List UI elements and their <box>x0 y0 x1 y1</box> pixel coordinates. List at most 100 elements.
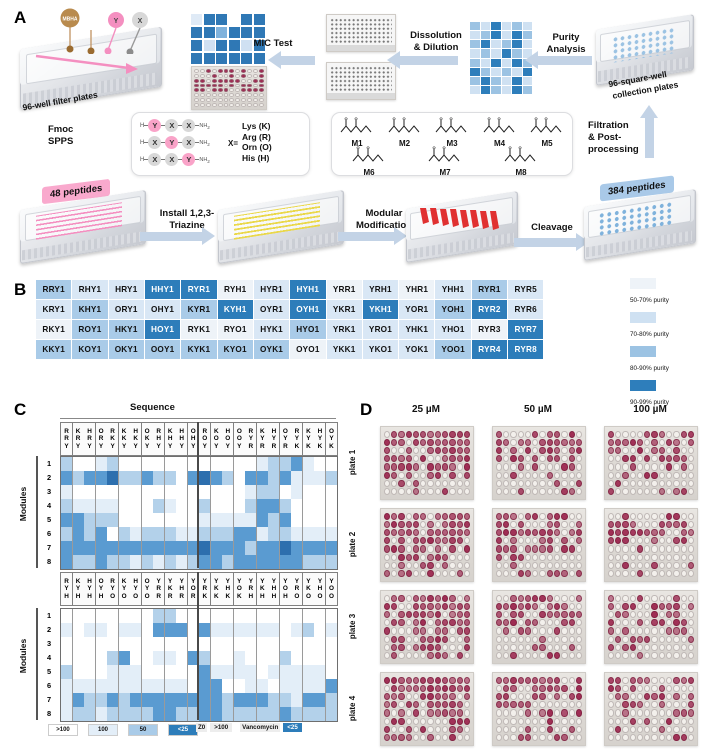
heatmap-cell[interactable] <box>107 623 118 637</box>
heatmap-cell[interactable] <box>84 679 95 693</box>
heatmap-cell[interactable] <box>61 555 72 569</box>
heatmap-cell[interactable] <box>314 679 325 693</box>
heatmap-cell[interactable] <box>199 527 210 541</box>
heatmap-cell[interactable] <box>280 555 291 569</box>
heatmap-cell[interactable] <box>314 693 325 707</box>
plate-photo[interactable] <box>380 508 474 582</box>
heatmap-cell[interactable] <box>268 485 279 499</box>
peptide-cell[interactable]: OYO1 <box>290 340 325 359</box>
heatmap-cell[interactable] <box>96 623 107 637</box>
heatmap-cell[interactable] <box>291 471 302 485</box>
heatmap-cell[interactable] <box>211 665 222 679</box>
heatmap-cell[interactable] <box>257 457 268 471</box>
heatmap-cell[interactable] <box>96 541 107 555</box>
peptide-cell[interactable]: YRR1 <box>327 280 362 299</box>
heatmap-cell[interactable] <box>211 457 222 471</box>
heatmap-cell[interactable] <box>165 665 176 679</box>
heatmap-cell[interactable] <box>176 555 187 569</box>
heatmap-cell[interactable] <box>257 609 268 623</box>
heatmap-cell[interactable] <box>234 665 245 679</box>
heatmap-cell[interactable] <box>222 679 233 693</box>
heatmap-cell[interactable] <box>303 485 314 499</box>
heatmap-cell[interactable] <box>245 541 256 555</box>
peptide-cell[interactable]: RRY1 <box>36 280 71 299</box>
heatmap-cell[interactable] <box>153 707 164 721</box>
heatmap-cell[interactable] <box>314 499 325 513</box>
plate-photo[interactable] <box>380 590 474 664</box>
heatmap-cell[interactable] <box>165 693 176 707</box>
heatmap-cell[interactable] <box>211 637 222 651</box>
heatmap-cell[interactable] <box>222 485 233 499</box>
heatmap-cell[interactable] <box>61 637 72 651</box>
heatmap-cell[interactable] <box>130 679 141 693</box>
heatmap-cell[interactable] <box>326 541 337 555</box>
heatmap-cell[interactable] <box>211 485 222 499</box>
heatmap-cell[interactable] <box>84 499 95 513</box>
heatmap-cell[interactable] <box>165 609 176 623</box>
peptide-cell[interactable]: OYR1 <box>254 300 289 319</box>
heatmap-cell[interactable] <box>268 651 279 665</box>
heatmap-cell[interactable] <box>142 679 153 693</box>
heatmap-cell[interactable] <box>291 679 302 693</box>
heatmap-cell[interactable] <box>176 513 187 527</box>
peptide-cell[interactable]: RYR5 <box>508 280 543 299</box>
heatmap-cell[interactable] <box>303 665 314 679</box>
peptide-cell[interactable]: KYR1 <box>181 300 216 319</box>
heatmap-cell[interactable] <box>153 499 164 513</box>
heatmap-cell[interactable] <box>61 665 72 679</box>
peptide-cell[interactable]: KHY1 <box>72 300 107 319</box>
heatmap-cell[interactable] <box>222 609 233 623</box>
heatmap-cell[interactable] <box>96 693 107 707</box>
peptide-cell[interactable]: KRY1 <box>36 300 71 319</box>
heatmap-cell[interactable] <box>199 499 210 513</box>
heatmap-cell[interactable] <box>257 485 268 499</box>
heatmap-cell[interactable] <box>153 471 164 485</box>
plate-photo[interactable] <box>492 508 586 582</box>
heatmap-cell[interactable] <box>291 527 302 541</box>
heatmap-cell[interactable] <box>153 457 164 471</box>
peptide-cell[interactable]: KOY1 <box>72 340 107 359</box>
heatmap-cell[interactable] <box>107 513 118 527</box>
peptide-cell[interactable]: YOO1 <box>435 340 470 359</box>
heatmap-cell[interactable] <box>84 527 95 541</box>
heatmap-cell[interactable] <box>291 513 302 527</box>
peptide-cell[interactable]: YKO1 <box>363 340 398 359</box>
peptide-cell[interactable]: RYR8 <box>508 340 543 359</box>
heatmap-cell[interactable] <box>303 623 314 637</box>
heatmap-cell[interactable] <box>303 693 314 707</box>
plate-photo[interactable] <box>604 672 698 746</box>
heatmap-cell[interactable] <box>280 541 291 555</box>
heatmap-cell[interactable] <box>73 679 84 693</box>
heatmap-cell[interactable] <box>96 679 107 693</box>
peptide-cell[interactable]: YOH1 <box>435 300 470 319</box>
heatmap-cell[interactable] <box>176 457 187 471</box>
heatmap-cell[interactable] <box>153 513 164 527</box>
heatmap-cell[interactable] <box>245 679 256 693</box>
peptide-cell[interactable]: RHY1 <box>72 280 107 299</box>
heatmap-cell[interactable] <box>61 707 72 721</box>
peptide-cell[interactable]: YHR1 <box>399 280 434 299</box>
heatmap-cell[interactable] <box>176 665 187 679</box>
heatmap-cell[interactable] <box>291 707 302 721</box>
heatmap-cell[interactable] <box>176 471 187 485</box>
heatmap-cell[interactable] <box>107 665 118 679</box>
heatmap-cell[interactable] <box>268 637 279 651</box>
heatmap-cell[interactable] <box>326 665 337 679</box>
heatmap-cell[interactable] <box>268 707 279 721</box>
heatmap-cell[interactable] <box>326 679 337 693</box>
heatmap-cell[interactable] <box>314 485 325 499</box>
heatmap-cell[interactable] <box>119 679 130 693</box>
heatmap-cell[interactable] <box>268 623 279 637</box>
heatmap-cell[interactable] <box>165 457 176 471</box>
heatmap-cell[interactable] <box>73 471 84 485</box>
heatmap-cell[interactable] <box>165 651 176 665</box>
heatmap-cell[interactable] <box>199 679 210 693</box>
heatmap-cell[interactable] <box>245 499 256 513</box>
heatmap-cell[interactable] <box>130 637 141 651</box>
heatmap-cell[interactable] <box>234 499 245 513</box>
peptide-cell[interactable]: ROY1 <box>72 320 107 339</box>
heatmap-cell[interactable] <box>130 485 141 499</box>
heatmap-cell[interactable] <box>119 541 130 555</box>
peptide-cell[interactable]: OOY1 <box>145 340 180 359</box>
heatmap-cell[interactable] <box>119 637 130 651</box>
